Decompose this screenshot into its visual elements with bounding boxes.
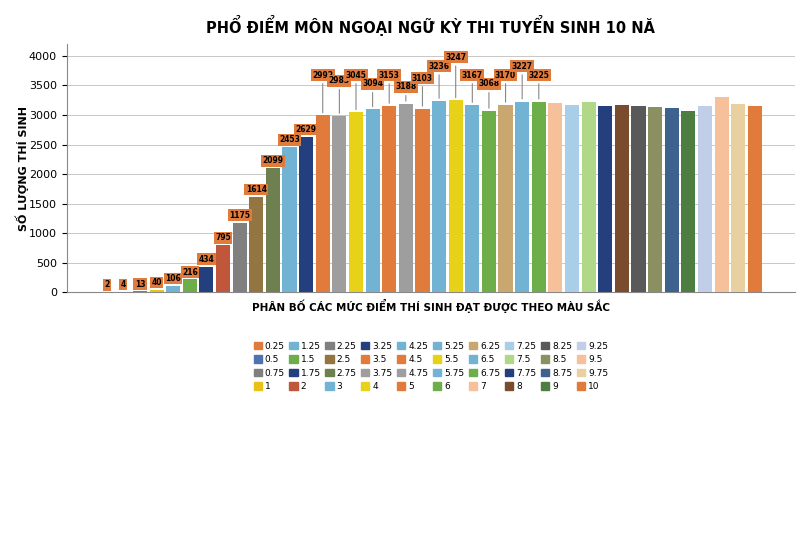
Legend: 0.25, 0.5, 0.75, 1, 1.25, 1.5, 1.75, 2, 2.25, 2.5, 2.75, 3, 3.25, 3.5, 3.75, 4, : 0.25, 0.5, 0.75, 1, 1.25, 1.5, 1.75, 2, …: [251, 339, 611, 394]
Bar: [482, 111, 496, 292]
Bar: [449, 100, 463, 292]
Bar: [465, 105, 480, 292]
Bar: [648, 107, 663, 292]
Bar: [599, 106, 612, 292]
Text: 2: 2: [104, 280, 109, 289]
Bar: [316, 116, 330, 292]
Text: 3103: 3103: [412, 73, 433, 106]
Bar: [283, 147, 296, 292]
Bar: [382, 106, 396, 292]
Bar: [548, 103, 562, 292]
Text: 2983: 2983: [329, 77, 350, 113]
Text: 40: 40: [151, 278, 162, 287]
Text: 3225: 3225: [528, 71, 549, 99]
Bar: [183, 280, 197, 292]
Bar: [216, 245, 230, 292]
Text: 4: 4: [121, 280, 126, 289]
Bar: [615, 105, 629, 292]
Bar: [299, 137, 313, 292]
Bar: [232, 223, 247, 292]
Bar: [399, 104, 413, 292]
Bar: [416, 109, 429, 292]
Bar: [199, 267, 214, 292]
Text: 2099: 2099: [262, 156, 284, 165]
Bar: [432, 101, 446, 292]
Text: 795: 795: [215, 233, 231, 242]
Title: PHỔ ĐIỂM MÔN NGOẠI NGỮ KỲ THI TUYỂN SINH 10 NĂ: PHỔ ĐIỂM MÔN NGOẠI NGỮ KỲ THI TUYỂN SINH…: [207, 15, 655, 36]
Bar: [150, 290, 164, 292]
Bar: [266, 168, 280, 292]
Bar: [748, 106, 762, 292]
Text: 106: 106: [165, 274, 181, 283]
Text: 2629: 2629: [296, 125, 317, 134]
Text: 13: 13: [134, 280, 145, 288]
Bar: [249, 197, 263, 292]
Bar: [349, 112, 363, 292]
Text: 2992: 2992: [312, 71, 333, 113]
Bar: [515, 102, 529, 292]
Text: 434: 434: [198, 255, 215, 264]
Text: 3153: 3153: [379, 71, 399, 103]
Bar: [731, 104, 745, 292]
Bar: [531, 102, 546, 292]
X-axis label: PHÂN BỐ CÁC MỨC ĐIỂM THÍ SINH ĐẠT ĐƯỢC THEO MÀU SẮC: PHÂN BỐ CÁC MỨC ĐIỂM THÍ SINH ĐẠT ĐƯỢC T…: [252, 299, 610, 313]
Bar: [632, 106, 646, 292]
Bar: [582, 102, 595, 292]
Bar: [698, 106, 712, 292]
Bar: [332, 116, 347, 292]
Bar: [681, 111, 696, 292]
Bar: [498, 105, 513, 292]
Y-axis label: SỐ LƯỢNG THÍ SINH: SỐ LƯỢNG THÍ SINH: [15, 106, 28, 231]
Text: 2453: 2453: [279, 136, 300, 144]
Text: 216: 216: [182, 267, 198, 276]
Bar: [714, 97, 729, 292]
Bar: [665, 108, 679, 292]
Bar: [166, 286, 181, 292]
Text: 3188: 3188: [395, 83, 416, 101]
Text: 3167: 3167: [462, 71, 483, 103]
Bar: [365, 110, 380, 292]
Text: 1614: 1614: [245, 185, 266, 194]
Text: 3045: 3045: [346, 71, 366, 110]
Text: 1175: 1175: [229, 211, 250, 220]
Text: 3236: 3236: [428, 62, 450, 98]
Text: 3094: 3094: [362, 79, 383, 107]
Bar: [565, 105, 579, 292]
Text: 3227: 3227: [512, 62, 533, 99]
Text: 3247: 3247: [446, 53, 467, 98]
Text: 3170: 3170: [495, 71, 516, 102]
Text: 3068: 3068: [479, 79, 500, 108]
